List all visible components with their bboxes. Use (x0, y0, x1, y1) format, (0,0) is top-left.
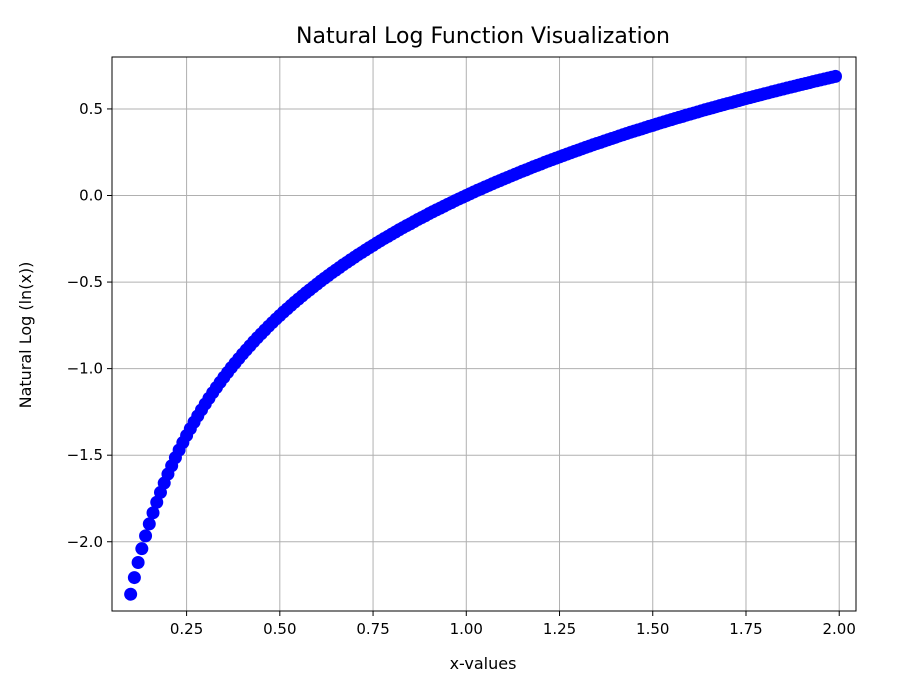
x-tick-label: 0.75 (356, 620, 389, 638)
y-tick-label: −2.0 (67, 533, 103, 551)
x-tick-label: 1.75 (729, 620, 762, 638)
x-tick-label: 0.50 (263, 620, 296, 638)
data-point (146, 506, 160, 520)
y-tick-label: 0.0 (79, 187, 103, 205)
y-tick-label: −0.5 (67, 273, 103, 291)
x-axis-label: x-values (450, 654, 517, 673)
chart-title: Natural Log Function Visualization (296, 24, 670, 49)
data-point (139, 529, 153, 543)
y-tick-label: −1.5 (67, 446, 103, 464)
data-point (828, 69, 842, 83)
y-tick-label: −1.0 (67, 360, 103, 378)
data-point (142, 517, 156, 531)
y-axis-label: Natural Log (ln(x)) (16, 262, 35, 409)
x-tick-label: 1.50 (636, 620, 669, 638)
x-tick-label: 2.00 (823, 620, 856, 638)
data-point (150, 495, 164, 509)
x-tick-label: 1.00 (450, 620, 483, 638)
x-axis-ticks: 0.25 0.50 0.75 1.00 1.25 1.50 1.75 2.00 (170, 611, 856, 638)
data-point (131, 556, 145, 570)
data-point (124, 587, 138, 601)
data-points (124, 69, 842, 601)
x-tick-label: 1.25 (543, 620, 576, 638)
y-axis-ticks: 0.5 0.0 −0.5 −1.0 −1.5 −2.0 (67, 100, 112, 551)
data-point (127, 571, 141, 585)
grid (112, 57, 856, 611)
data-point (135, 542, 149, 556)
y-tick-label: 0.5 (79, 100, 103, 118)
plot-frame (111, 56, 857, 612)
x-tick-label: 0.25 (170, 620, 203, 638)
